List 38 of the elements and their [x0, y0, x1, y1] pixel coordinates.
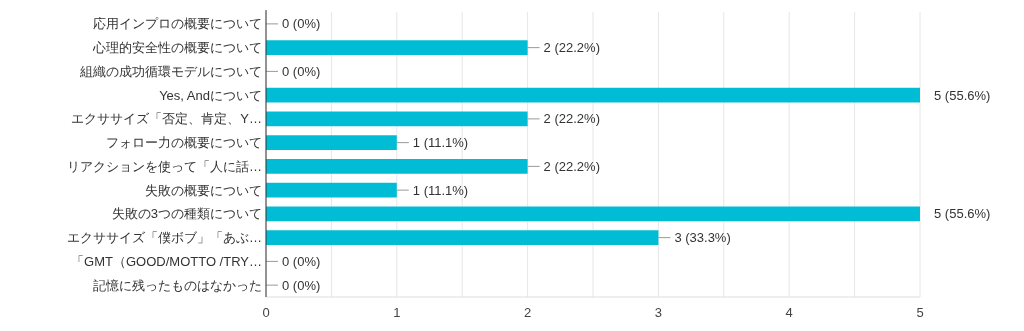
bar: [266, 206, 920, 222]
x-tick-label: 0: [262, 305, 270, 320]
data-label: 0 (0%): [282, 63, 321, 79]
bar: [266, 159, 528, 174]
y-tick-label: 失敗の概要について: [145, 182, 262, 198]
x-tick-label: 1: [393, 305, 401, 320]
y-tick-label: Yes, Andについて: [159, 87, 262, 103]
data-label: 0 (0%): [282, 253, 321, 269]
data-label: 0 (0%): [282, 277, 321, 293]
y-tick-label: 組織の成功循環モデルについて: [79, 63, 262, 79]
y-tick-label: 心理的安全性の概要について: [92, 40, 262, 56]
data-label: 2 (22.2%): [543, 111, 600, 127]
x-tick-label: 5: [916, 305, 924, 320]
bar: [266, 87, 920, 103]
y-tick-label: 失敗の3つの種類について: [111, 206, 262, 222]
y-tick-label: 「GMT（GOOD/MOTTO /TRY…: [71, 253, 262, 269]
data-label: 5 (55.6%): [934, 206, 991, 222]
bar: [266, 135, 397, 150]
x-tick-label: 4: [785, 305, 793, 320]
bar: [266, 40, 528, 55]
x-tick-label: 2: [523, 305, 532, 320]
data-label: 0 (0%): [282, 16, 321, 32]
y-tick-label: 記憶に残ったものはなかった: [93, 277, 262, 293]
data-label: 1 (11.1%): [412, 135, 469, 151]
data-label: 2 (22.2%): [543, 40, 600, 56]
y-tick-label: フォロー力の概要について: [106, 135, 262, 151]
y-tick-label: エクササイズ「否定、肯定、Y…: [71, 111, 262, 127]
bar: [266, 230, 659, 245]
y-tick-label: エクササイズ「僕ボブ」「あぶ…: [67, 230, 262, 246]
bar: [266, 182, 397, 198]
data-label: 3 (33.3%): [674, 230, 731, 246]
y-tick-label: リアクションを使って「人に話…: [67, 158, 262, 174]
y-tick-label: 応用インプロの概要について: [93, 16, 262, 32]
x-tick-label: 3: [654, 305, 663, 320]
data-label: 1 (11.1%): [412, 182, 469, 198]
bar: [266, 111, 528, 127]
data-label: 2 (22.2%): [543, 158, 600, 174]
data-label: 5 (55.6%): [934, 87, 991, 103]
